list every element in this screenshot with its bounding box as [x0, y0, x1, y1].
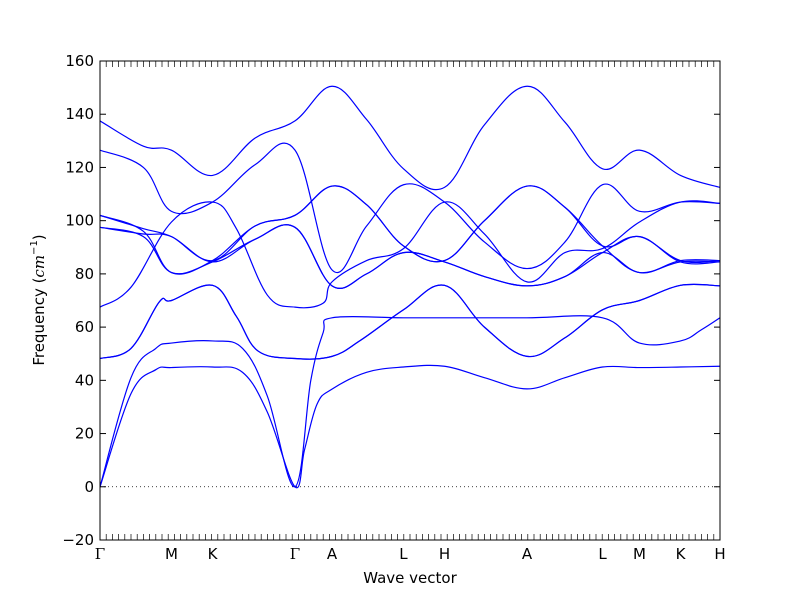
plot-background: [100, 61, 720, 540]
x-tick-label-K: K: [676, 545, 687, 563]
x-tick-label-H: H: [439, 545, 450, 563]
y-tick-label: 160: [65, 52, 94, 70]
x-tick-label-M: M: [633, 545, 646, 563]
x-tick-label-H: H: [714, 545, 725, 563]
y-tick-label: 60: [75, 318, 94, 336]
y-axis-label-text: Frequency (: [30, 278, 48, 366]
x-tick-label-K: K: [208, 545, 219, 563]
x-tick-label-Γ: Γ: [95, 545, 105, 563]
phonon-branch-4: [100, 283, 720, 360]
x-tick-label-A: A: [522, 545, 533, 563]
y-tick-label: 80: [75, 265, 94, 283]
phonon-branch-1: [100, 364, 720, 489]
y-axis-label-close: ): [30, 234, 48, 240]
y-tick-label: 40: [75, 371, 94, 389]
y-tick-label: 100: [65, 212, 94, 230]
y-tick-label: −20: [62, 531, 94, 549]
phonon-branch-2: [100, 315, 720, 488]
x-tick-label-Γ: Γ: [290, 545, 300, 563]
x-axis-label: Wave vector: [363, 569, 457, 587]
phonon-branch-11: [100, 85, 720, 191]
phonon-branch-9: [100, 185, 720, 264]
y-tick-label: 0: [84, 478, 94, 496]
y-tick-label: 140: [65, 105, 94, 123]
x-tick-label-A: A: [327, 545, 338, 563]
y-axis-ticks: −20 0 20 40 60 80 100 120 140 160: [62, 52, 720, 549]
y-axis-label-exponent: −1: [29, 240, 40, 255]
plot-area: [100, 61, 720, 540]
phonon-branch-10: [100, 142, 720, 274]
x-tick-label-L: L: [598, 545, 607, 563]
x-tick-label-M: M: [165, 545, 178, 563]
y-axis-label-unit: cm: [30, 255, 48, 278]
y-tick-label: 20: [75, 425, 94, 443]
y-tick-label: 120: [65, 158, 94, 176]
series-lines: [100, 85, 720, 489]
y-axis-label: Frequency (cm−1): [29, 234, 48, 365]
x-tick-label-L: L: [399, 545, 408, 563]
